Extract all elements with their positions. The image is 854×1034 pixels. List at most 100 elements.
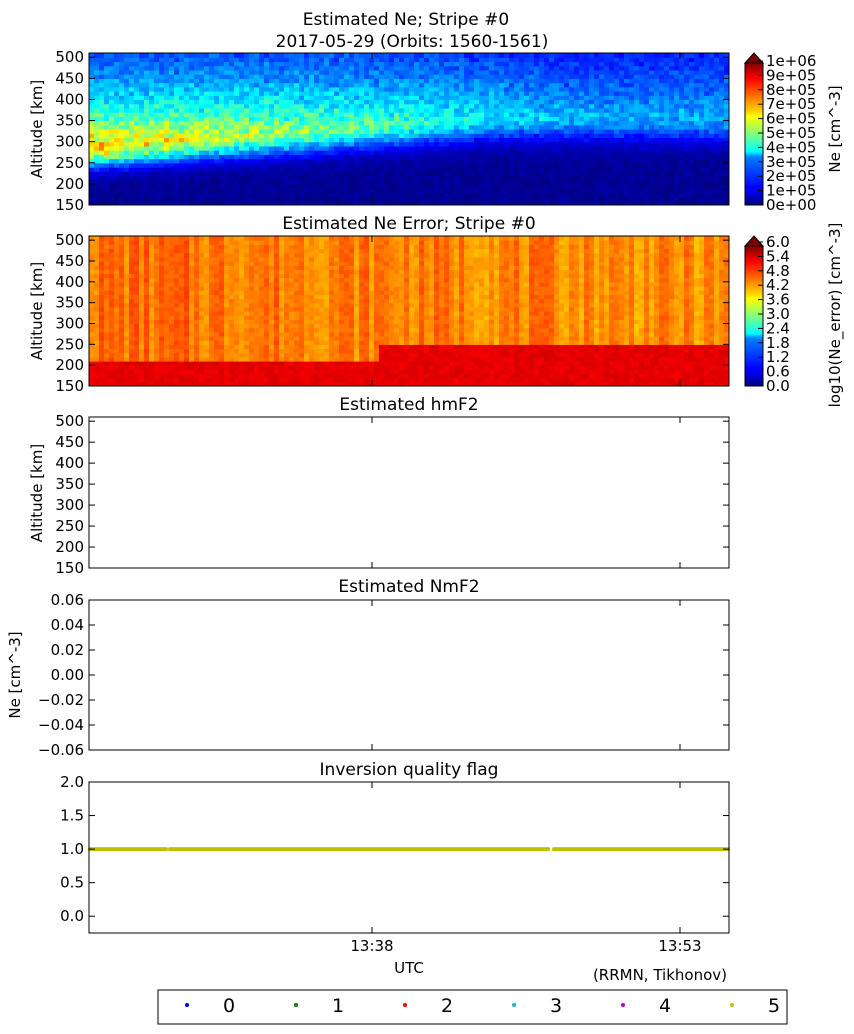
panel-nmf2-frame: [88, 599, 730, 751]
y-tick-label: 350: [55, 294, 84, 312]
colorbar-tick-label: 1.8: [766, 334, 790, 352]
time-ticks: [371, 53, 681, 933]
legend-label: 2: [441, 995, 453, 1017]
y-tick-label: 1.0: [60, 840, 84, 858]
ne-error-heatmap: [89, 236, 729, 386]
panel-hmf2: Estimated hmF2 150200250300350400450500 …: [28, 395, 730, 577]
panel-nmf2-ylabel: Ne [cm^-3]: [6, 631, 24, 718]
legend-label: 1: [332, 995, 344, 1017]
panel-ne-title: Estimated Ne; Stripe #0: [303, 10, 509, 30]
colorbar-tick-label: 4.2: [766, 276, 790, 294]
colorbar-tick-label: 1.2: [766, 348, 790, 366]
y-tick-label: 300: [55, 315, 84, 333]
y-tick-label: 0.06: [51, 591, 84, 609]
panel-ne: Estimated Ne; Stripe #0 2017-05-29 (Orbi…: [28, 10, 844, 214]
colorbar-tick-label: 2e+05: [766, 167, 816, 185]
colorbar-tick-label: 6e+05: [766, 110, 816, 128]
panel-nmf2-title: Estimated NmF2: [338, 577, 479, 597]
colorbar-tick-label: 5.4: [766, 247, 790, 265]
y-tick-label: 350: [55, 475, 84, 493]
y-tick-label: 0.02: [51, 641, 84, 659]
y-tick-label: 250: [55, 335, 84, 353]
y-tick-label: 250: [55, 517, 84, 535]
y-tick-label: 200: [55, 356, 84, 374]
y-tick-label: 150: [55, 196, 84, 214]
legend-marker: [621, 1003, 625, 1007]
legend-marker: [294, 1003, 298, 1007]
y-tick-label: 250: [55, 154, 84, 172]
panel-quality: Inversion quality flag 2.0 1.5 1.0 0.5 0.0: [60, 760, 730, 934]
y-tick-label: −0.04: [38, 716, 84, 734]
colorbar-tick-label: 3.6: [766, 291, 790, 309]
colorbar-tick-label: 3.0: [766, 305, 790, 323]
legend-marker: [730, 1003, 734, 1007]
colorbar-tick-label: 8e+05: [766, 81, 816, 99]
time-tick-label-1: 13:53: [658, 937, 701, 955]
panel-quality-title: Inversion quality flag: [320, 760, 499, 780]
y-tick-label: 150: [55, 559, 84, 577]
y-tick-label: −0.06: [38, 741, 84, 759]
colorbar-tick-label: 6.0: [766, 233, 790, 251]
legend: 0 1 2 3 4 5: [157, 989, 788, 1025]
ne-colorbar: 0e+001e+052e+053e+054e+055e+056e+057e+05…: [743, 52, 844, 214]
panel-hmf2-title: Estimated hmF2: [339, 395, 478, 415]
panel-nmf2: Estimated NmF2 0.06 0.04 0.02 0.00 −0.02 −0.0…: [6, 577, 730, 759]
quality-flag-point: [546, 847, 550, 852]
panel-ne-error-yticks: 150 200 250 300 350 400 450 500: [55, 231, 729, 395]
colorbar-tick-label: 4e+05: [766, 138, 816, 156]
ne-error-colorbar-label: log10(Ne_error) [cm^-3]: [826, 223, 845, 408]
y-tick-label: 300: [55, 496, 84, 514]
ne-heatmap: [89, 53, 729, 205]
colorbar-tick-label: 5e+05: [766, 124, 816, 142]
colorbar-tick-label: 9e+05: [766, 66, 816, 84]
y-tick-label: 400: [55, 90, 84, 108]
y-tick-label: 400: [55, 273, 84, 291]
y-tick-label: 450: [55, 252, 84, 270]
y-tick-label: 500: [55, 412, 84, 430]
y-tick-label: 150: [55, 377, 84, 395]
y-tick-label: 300: [55, 133, 84, 151]
colorbar-tick-label: 4.8: [766, 262, 790, 280]
colorbar-tick-label: 3e+05: [766, 153, 816, 171]
legend-box: [157, 989, 788, 1025]
panel-ne-ylabel: Altitude [km]: [28, 80, 46, 178]
colorbar-tick-label: 2.4: [766, 319, 790, 337]
panel-nmf2-yticks: 0.06 0.04 0.02 0.00 −0.02 −0.04 −0.06: [38, 591, 729, 759]
y-tick-label: 2.0: [60, 773, 84, 791]
x-axis-label: UTC: [394, 959, 424, 977]
y-tick-label: 350: [55, 112, 84, 130]
panel-hmf2-yticks: 150 200 250 300 350 400 450 500: [55, 412, 729, 577]
y-tick-label: 0.00: [51, 666, 84, 684]
panel-ne-error: Estimated Ne Error; Stripe #0 150 200 250 3…: [28, 214, 845, 407]
y-tick-label: 200: [55, 175, 84, 193]
y-tick-label: 500: [55, 231, 84, 249]
time-tick-label-0: 13:38: [350, 937, 393, 955]
colorbar-tick-label: 7e+05: [766, 95, 816, 113]
colorbar-tick-label: 1e+06: [766, 52, 816, 70]
panel-ne-error-ylabel: Altitude [km]: [28, 262, 46, 360]
panel-quality-yticks: 2.0 1.5 1.0 0.5 0.0: [60, 773, 729, 925]
panel-ne-yticks: 150 200 250 300 350 400 450 500: [55, 48, 729, 214]
legend-marker: [512, 1003, 516, 1007]
y-tick-label: 0.5: [60, 874, 84, 892]
ne-error-colorbar: 0.00.61.21.82.43.03.64.24.85.46.0 log10(…: [743, 223, 845, 408]
ne-colorbar-label: Ne [cm^-3]: [826, 85, 844, 172]
y-tick-label: 0.04: [51, 616, 84, 634]
colorbar-tick-label: 1e+05: [766, 182, 816, 200]
y-tick-label: 0.0: [60, 907, 84, 925]
legend-label: 5: [768, 995, 780, 1017]
y-tick-label: 400: [55, 454, 84, 472]
panel-ne-subtitle: 2017-05-29 (Orbits: 1560-1561): [276, 32, 549, 52]
y-tick-label: 1.5: [60, 807, 84, 825]
quality-flag-points: [88, 847, 730, 852]
legend-label: 0: [223, 995, 235, 1017]
panel-ne-error-frame: [88, 235, 730, 387]
y-tick-label: 450: [55, 433, 84, 451]
legend-marker: [403, 1003, 407, 1007]
y-tick-label: 200: [55, 538, 84, 556]
legend-label: 3: [550, 995, 562, 1017]
panel-hmf2-frame: [88, 416, 730, 569]
colorbar-tick-label: 0.0: [766, 377, 790, 395]
legend-label: 4: [659, 995, 671, 1017]
